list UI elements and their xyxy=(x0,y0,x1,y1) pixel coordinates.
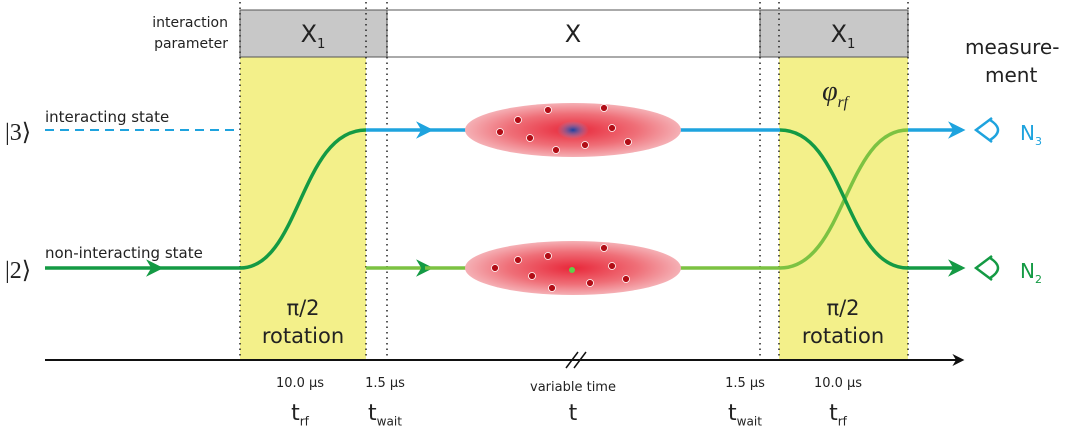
phase-label-base: X xyxy=(831,20,847,48)
state-label: interacting state xyxy=(45,108,169,126)
phase-symbol-sub: rf xyxy=(838,94,851,111)
detector-label-sub: 3 xyxy=(1035,135,1042,148)
detector-label: N2 xyxy=(1020,259,1042,286)
ket: |2⟩ xyxy=(5,258,31,284)
background xyxy=(239,2,909,360)
header-label: interaction xyxy=(152,15,228,31)
ket: |3⟩ xyxy=(5,120,31,146)
phase-label: X1 xyxy=(831,20,856,52)
time-symbol-sub: rf xyxy=(300,415,310,429)
time-symbol-sub: wait xyxy=(377,415,403,429)
detector-label-base: N xyxy=(1020,259,1035,283)
detector-label-base: N xyxy=(1020,121,1035,145)
duration: 1.5 µs xyxy=(365,376,405,391)
time-symbol: trf xyxy=(291,401,310,429)
time-symbol-base: t xyxy=(569,401,578,426)
time-symbol-sub: rf xyxy=(838,415,848,429)
phase-symbol-base: φ xyxy=(822,76,838,107)
detectors xyxy=(973,117,1000,281)
detector-label-sub: 2 xyxy=(1035,273,1042,286)
phase-symbol: φrf xyxy=(822,76,850,111)
phase-label: X1 xyxy=(301,20,326,52)
time-symbol-sub: wait xyxy=(737,415,763,429)
time-symbol-base: t xyxy=(291,401,300,426)
atom-clouds xyxy=(465,103,681,295)
time-symbol: twait xyxy=(728,401,762,429)
time-symbol: twait xyxy=(368,401,402,429)
time-symbol-base: t xyxy=(368,401,377,426)
pulse-label: rotation xyxy=(802,324,884,348)
duration: 10.0 µs xyxy=(814,376,862,391)
duration: 1.5 µs xyxy=(725,376,765,391)
state-label: non-interacting state xyxy=(45,244,203,262)
phase-label-sub: 1 xyxy=(317,37,325,52)
pulse-angle: π/2 xyxy=(286,296,319,320)
duration: variable time xyxy=(530,380,616,395)
time-symbol: trf xyxy=(829,401,848,429)
pulse-angle: π/2 xyxy=(826,296,859,320)
phase-label-base: X xyxy=(565,20,581,48)
detector-label: N3 xyxy=(1020,121,1042,148)
phase-label-base: X xyxy=(301,20,317,48)
measurement-label: measure- xyxy=(965,35,1059,59)
header-label: parameter xyxy=(154,36,228,52)
measurement-label: ment xyxy=(985,63,1037,87)
time-symbol: t xyxy=(569,401,578,426)
time-symbol-base: t xyxy=(728,401,737,426)
duration: 10.0 µs xyxy=(276,376,324,391)
time-axis xyxy=(45,351,965,369)
phase-label: X xyxy=(565,20,581,48)
time-symbol-base: t xyxy=(829,401,838,426)
phase-label-sub: 1 xyxy=(847,37,855,52)
pulse-label: rotation xyxy=(262,324,344,348)
